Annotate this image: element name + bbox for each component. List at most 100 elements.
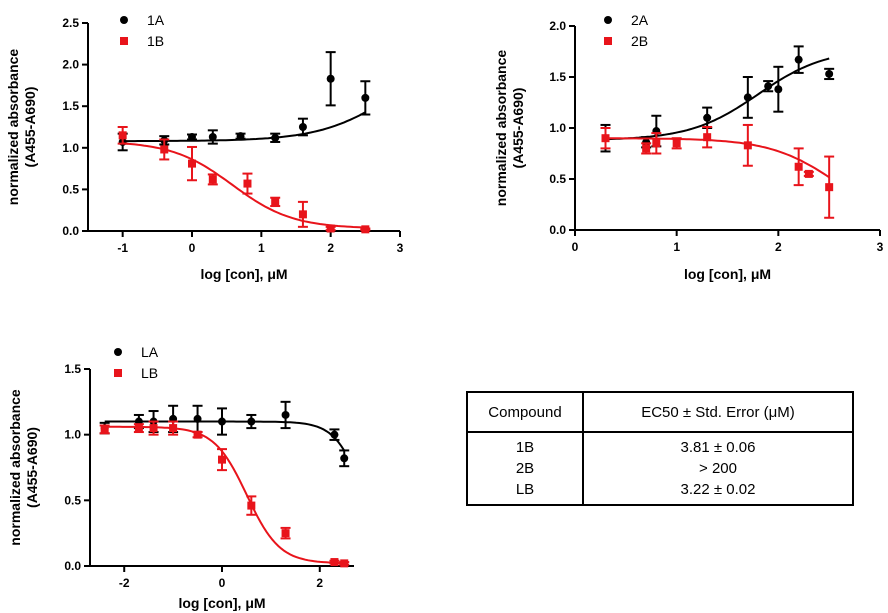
data-point [298,210,307,219]
legend-label: LB [141,365,158,381]
table-row: 2B > 200 [467,458,853,479]
data-point [330,430,339,439]
data-point [243,179,252,188]
x-tick-label: 0 [572,240,579,254]
data-point [361,93,370,102]
table-cell-ec50: 3.81 ± 0.06 [680,439,756,456]
data-point [193,414,202,423]
data-point [160,145,169,154]
legend-label: 1A [147,12,165,28]
legend-marker [120,16,128,24]
chart-2: 0 1 2 3 0.0 0.5 1.0 1.5 2.0 log [con], μM normaliz… [493,12,884,282]
series-1B: 1B [117,33,371,234]
data-point [271,197,280,206]
x-axis-label: log [con], μM [684,266,771,282]
legend-label: 2A [631,12,649,28]
data-point [236,132,245,141]
table-header-ec50: EC50 ± Std. Error (μM) [583,392,853,433]
x-tick-label: 2 [316,576,323,590]
data-point [208,132,217,141]
y-tick-label: 1.5 [64,362,81,376]
legend-marker [114,348,122,356]
data-point [247,417,256,426]
x-tick-label: 2 [775,240,782,254]
series-2A: 2A [600,12,835,153]
data-point [774,85,783,94]
x-tick-label: 2 [327,241,334,255]
data-point [149,424,158,433]
x-tick-label: 1 [258,241,265,255]
x-tick-label: -1 [117,241,128,255]
legend-marker [114,369,122,377]
legend-label: LA [141,344,159,360]
data-point [340,559,349,568]
y-axis-label: normalized absorbance [493,50,509,207]
x-tick-label: 0 [219,576,226,590]
table-cell-compound: 1B [467,432,584,458]
y-tick-label: 2.0 [62,58,79,72]
y-tick-label: 0.0 [62,224,79,238]
table-cell-ec50: 3.22 ± 0.02 [680,481,756,498]
legend-marker [604,16,612,24]
data-point [825,183,834,192]
table-header-row: Compound EC50 ± Std. Error (μM) [467,392,853,433]
legend-label: 1B [147,33,164,49]
data-point [100,425,109,434]
data-point [193,430,202,439]
data-point [794,162,803,171]
series-LB: LB [99,365,350,568]
x-axis-label: log [con], μM [200,266,287,282]
y-tick-label: 1.0 [64,428,81,442]
series-2B: 2B [600,33,835,219]
data-point [794,55,803,64]
x-tick-label: 0 [189,241,196,255]
x-tick-label: 1 [673,240,680,254]
y-tick-label: 1.0 [62,141,79,155]
y-tick-label: 1.5 [549,70,566,84]
legend-marker [120,37,128,45]
y-axis-label-secondary: (A455-A690) [510,88,526,169]
data-point [703,133,712,142]
data-point [134,424,143,433]
fit-curve-2A [605,57,830,141]
data-point [298,123,307,131]
fit-curve-2B [605,137,830,179]
data-point [326,74,335,83]
table-row: LB 3.22 ± 0.02 [467,479,853,505]
legend-marker [604,37,612,45]
table-cell-compound: LB [467,479,584,505]
chart-3: -2 0 2 0.0 0.5 1.0 1.5 log [con], μM normalized … [7,344,354,611]
series-1A: 1A [117,12,371,152]
data-point [804,169,813,178]
data-point [361,225,370,234]
data-point [764,82,773,91]
y-tick-label: 1.0 [549,121,566,135]
data-point [188,159,196,168]
chart-1: -1 0 1 2 3 0.0 0.5 1.0 1.5 2.0 2.5 log [con], μM nor… [5,12,404,282]
x-axis-label: log [con], μM [178,595,265,611]
y-axis-label: normalized absorbance [7,389,23,546]
y-tick-label: 2.0 [549,19,566,33]
x-tick-label: -2 [119,576,130,590]
data-point [703,113,712,122]
data-point [340,454,349,463]
data-point [208,175,217,184]
data-point [247,501,256,510]
y-tick-label: 0.5 [549,172,566,186]
data-point [672,139,681,148]
legend-label: 2B [631,33,648,49]
data-point [601,134,610,143]
data-point [281,529,290,538]
y-tick-label: 2.5 [62,16,79,30]
ec50-table: Compound EC50 ± Std. Error (μM) 1B 3.81 … [466,391,854,506]
data-point [330,558,339,567]
data-point [218,417,226,426]
data-point [652,139,661,148]
y-tick-label: 0.0 [64,559,81,573]
data-point [188,132,196,141]
table-cell-ec50: > 200 [699,460,737,477]
data-point [271,133,280,142]
y-axis-label-secondary: (A455-A690) [22,87,38,168]
data-point [118,131,127,140]
